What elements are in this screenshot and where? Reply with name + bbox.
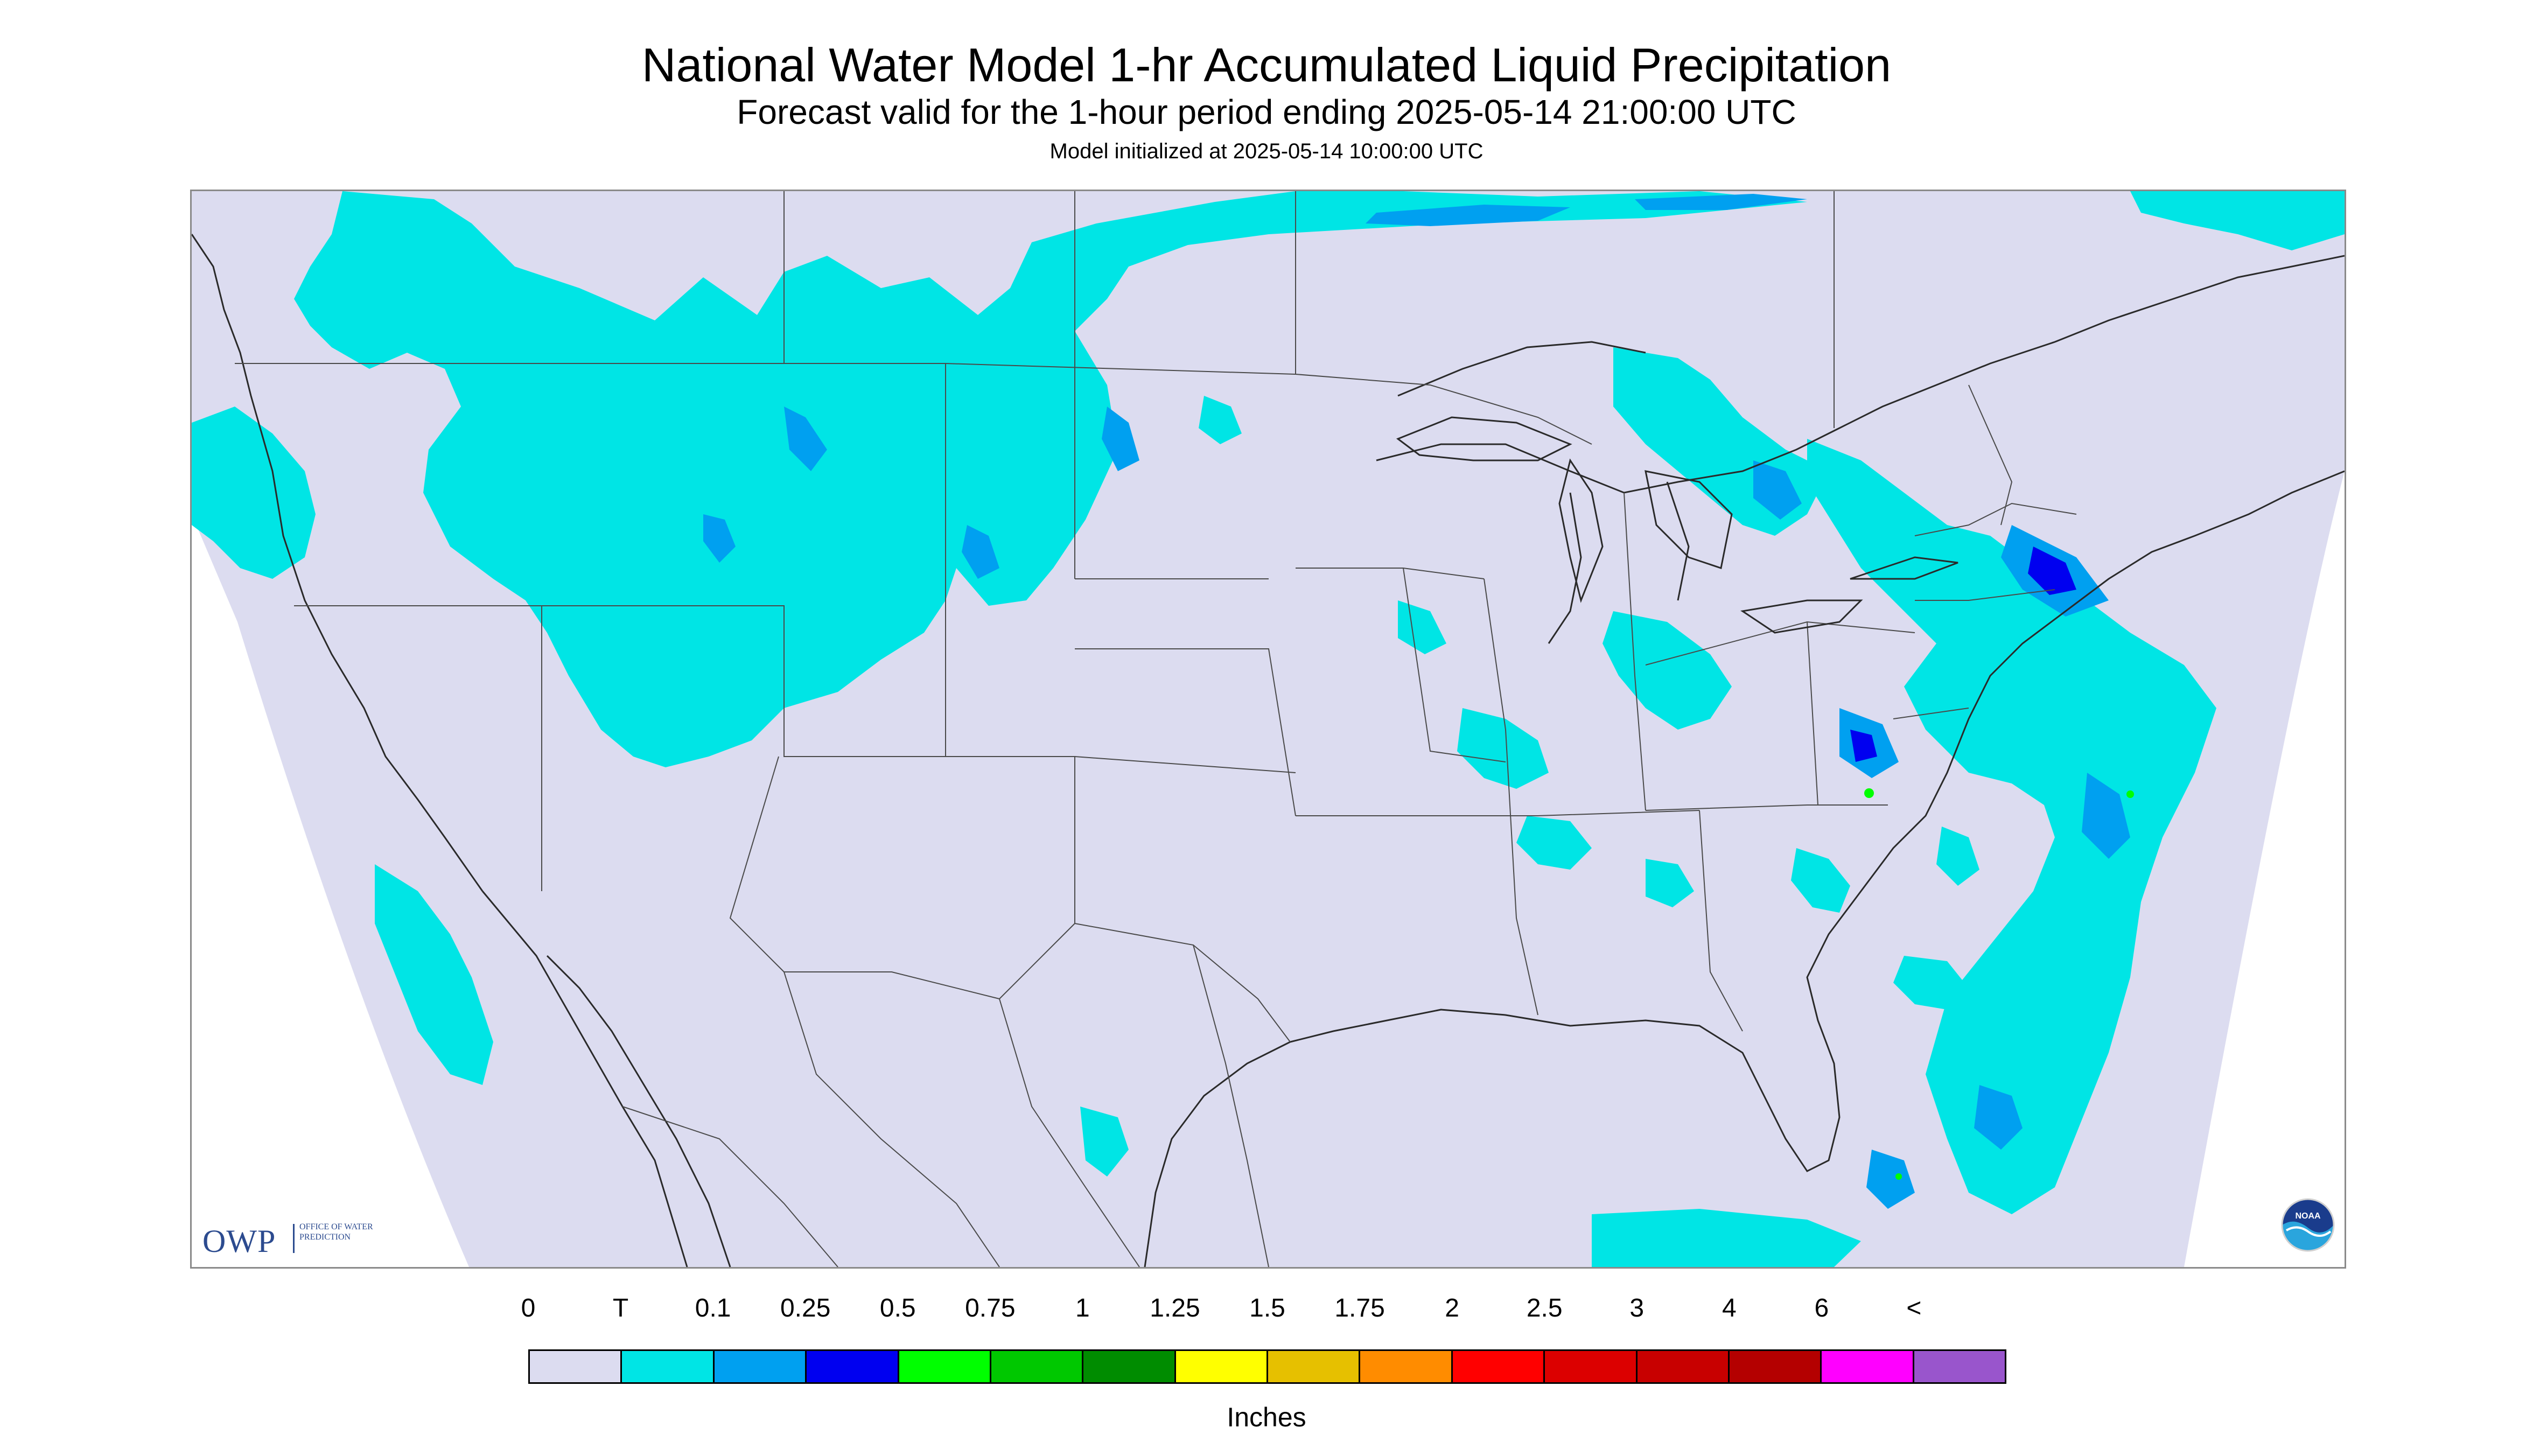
- precipitation-map: OWP Office of Water Prediction NOAA: [190, 190, 2346, 1269]
- forecast-valid-subtitle: Forecast valid for the 1-hour period end…: [737, 93, 1796, 131]
- coastlines: [192, 234, 2345, 1267]
- legend-swatch: [622, 1351, 715, 1382]
- legend-swatch: [1637, 1351, 1730, 1382]
- legend-tick-label: 1: [1075, 1294, 1090, 1322]
- legend-tick-label: 0.25: [780, 1294, 831, 1322]
- noaa-logo: NOAA: [2281, 1198, 2335, 1252]
- legend-color-bar: [528, 1349, 2006, 1384]
- legend-swatch: [1175, 1351, 1268, 1382]
- model-init-text: Model initialized at 2025-05-14 10:00:00…: [1049, 139, 1484, 163]
- legend-tick-label: T: [612, 1294, 629, 1322]
- map-canvas: [192, 191, 2345, 1267]
- legend-tick-label: 0.75: [965, 1294, 1016, 1322]
- state-borders: [235, 191, 2077, 1267]
- owp-logo: OWP Office of Water Prediction: [202, 1220, 375, 1259]
- legend-tick-label: 6: [1814, 1294, 1829, 1322]
- legend-swatch: [1729, 1351, 1822, 1382]
- heavy-precip-areas: [1864, 788, 2134, 1180]
- precip-legend: 0 T 0.1 0.25 0.5 0.75 1 1.25 1.5 1.75 2 2.5 3 4 6 < Inc…: [0, 1292, 2533, 1454]
- legend-tick-label: 2.5: [1526, 1294, 1563, 1322]
- legend-swatch: [807, 1351, 899, 1382]
- legend-swatch: [1822, 1351, 1914, 1382]
- legend-tick-label: <: [1906, 1294, 1922, 1322]
- legend-swatch: [1914, 1351, 2005, 1382]
- legend-swatch: [1268, 1351, 1361, 1382]
- legend-units-label: Inches: [1227, 1402, 1306, 1432]
- legend-tick-label: 0.5: [879, 1294, 916, 1322]
- legend-tick-label: 1.25: [1150, 1294, 1200, 1322]
- legend-swatch: [991, 1351, 1084, 1382]
- map-title: National Water Model 1-hr Accumulated Li…: [641, 38, 1892, 92]
- legend-tick-label: 3: [1629, 1294, 1645, 1322]
- legend-swatch: [1083, 1351, 1176, 1382]
- legend-tick-label: 4: [1722, 1294, 1737, 1322]
- trace-precip-areas: [192, 191, 2345, 1267]
- legend-swatch: [530, 1351, 622, 1382]
- legend-swatch: [1545, 1351, 1638, 1382]
- legend-tick-label: 0: [521, 1294, 536, 1322]
- legend-swatch: [714, 1351, 807, 1382]
- great-lakes: [1396, 416, 1958, 634]
- legend-tick-label: 0.1: [695, 1294, 731, 1322]
- legend-tick-label: 1.75: [1334, 1294, 1385, 1322]
- legend-tick-label: 1.5: [1249, 1294, 1285, 1322]
- legend-swatch: [1360, 1351, 1453, 1382]
- owp-logo-subtext: Office of Water Prediction: [299, 1222, 373, 1242]
- noaa-logo-text: NOAA: [2295, 1212, 2321, 1221]
- moderate-precip-areas: [1850, 547, 2076, 762]
- legend-swatch: [1452, 1351, 1545, 1382]
- owp-logo-text: OWP: [202, 1223, 276, 1259]
- legend-swatch: [899, 1351, 991, 1382]
- owp-logo-divider: [293, 1224, 295, 1253]
- legend-tick-label: 2: [1445, 1294, 1459, 1322]
